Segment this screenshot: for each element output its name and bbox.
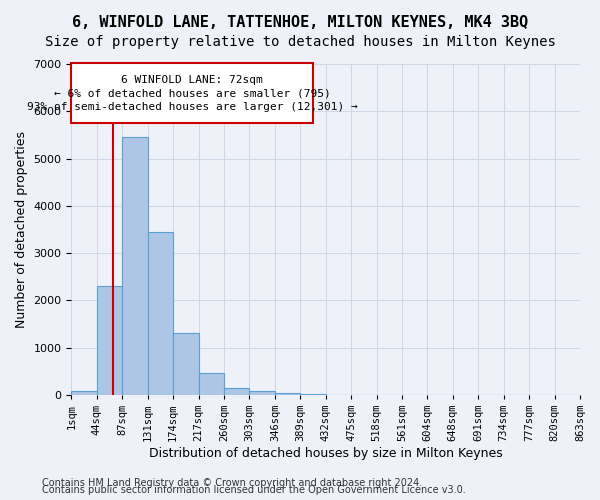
- Bar: [275, 392, 300, 395]
- Bar: [300, 394, 326, 395]
- Bar: [71, 392, 97, 395]
- Bar: [199, 372, 224, 395]
- Text: Contains HM Land Registry data © Crown copyright and database right 2024.: Contains HM Land Registry data © Crown c…: [42, 478, 422, 488]
- Text: Size of property relative to detached houses in Milton Keynes: Size of property relative to detached ho…: [44, 35, 556, 49]
- Text: 6 WINFOLD LANE: 72sqm: 6 WINFOLD LANE: 72sqm: [121, 74, 263, 85]
- Bar: [250, 391, 275, 395]
- Bar: [122, 138, 148, 395]
- Y-axis label: Number of detached properties: Number of detached properties: [15, 131, 28, 328]
- Text: 93% of semi-detached houses are larger (12,301) →: 93% of semi-detached houses are larger (…: [27, 102, 358, 112]
- Bar: [97, 286, 122, 395]
- Bar: [173, 332, 199, 395]
- Text: Contains public sector information licensed under the Open Government Licence v3: Contains public sector information licen…: [42, 485, 466, 495]
- Text: 6, WINFOLD LANE, TATTENHOE, MILTON KEYNES, MK4 3BQ: 6, WINFOLD LANE, TATTENHOE, MILTON KEYNE…: [72, 15, 528, 30]
- Bar: [148, 232, 173, 395]
- Bar: [224, 388, 250, 395]
- X-axis label: Distribution of detached houses by size in Milton Keynes: Distribution of detached houses by size …: [149, 447, 503, 460]
- Text: ← 6% of detached houses are smaller (795): ← 6% of detached houses are smaller (795…: [54, 88, 331, 98]
- FancyBboxPatch shape: [71, 63, 313, 123]
